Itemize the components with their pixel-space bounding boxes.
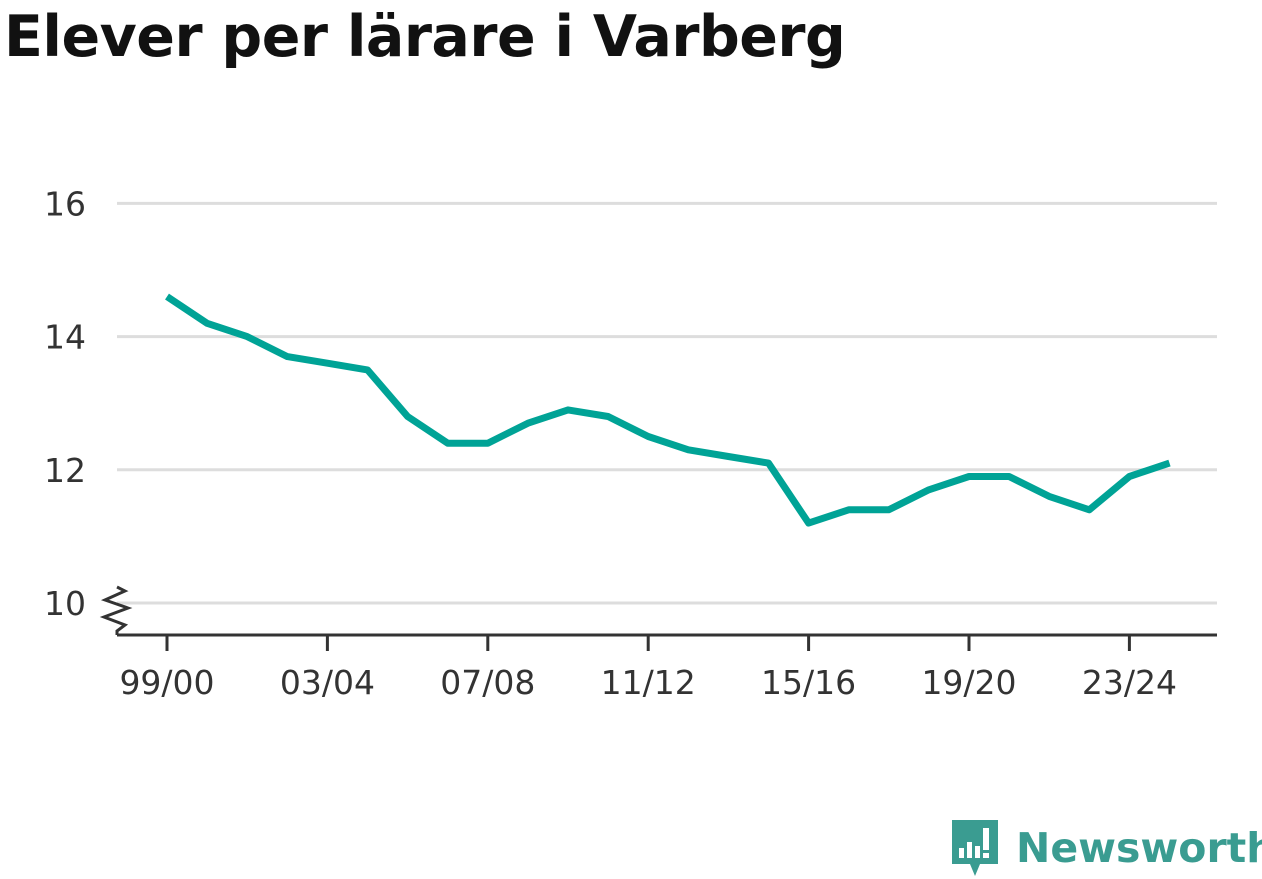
newsworthy-bar-chart-icon [952, 820, 998, 876]
y-tick-label-14: 14 [44, 318, 86, 357]
series-line [165, 293, 1171, 527]
x-tick-label-11-12: 11/12 [601, 663, 696, 702]
x-tick-label-03-04: 03/04 [280, 663, 375, 702]
gridlines [117, 201, 1217, 605]
x-tick-label-99-00: 99/00 [119, 663, 214, 702]
chart-title: Elever per lärare i Varberg [4, 4, 846, 70]
series-group [165, 293, 1171, 527]
newsworthy-brand: Newsworthy [950, 818, 1262, 878]
y-tick-label-16: 16 [44, 184, 86, 223]
y-axis-tick-labels: 10 12 14 16 [44, 184, 86, 623]
x-axis [99, 585, 1217, 637]
y-axis-break-mark [99, 585, 133, 635]
x-tick-label-15-16: 15/16 [761, 663, 856, 702]
x-tick-label-23-24: 23/24 [1082, 663, 1177, 702]
x-tick-label-07-08: 07/08 [440, 663, 535, 702]
brand-name: Newsworthy [1016, 824, 1262, 872]
x-axis-tick-labels: 99/00 03/04 07/08 11/12 15/16 19/20 23/24 [119, 635, 1177, 702]
y-tick-label-10: 10 [44, 584, 86, 623]
y-tick-label-12: 12 [44, 451, 86, 490]
x-tick-label-19-20: 19/20 [921, 663, 1016, 702]
